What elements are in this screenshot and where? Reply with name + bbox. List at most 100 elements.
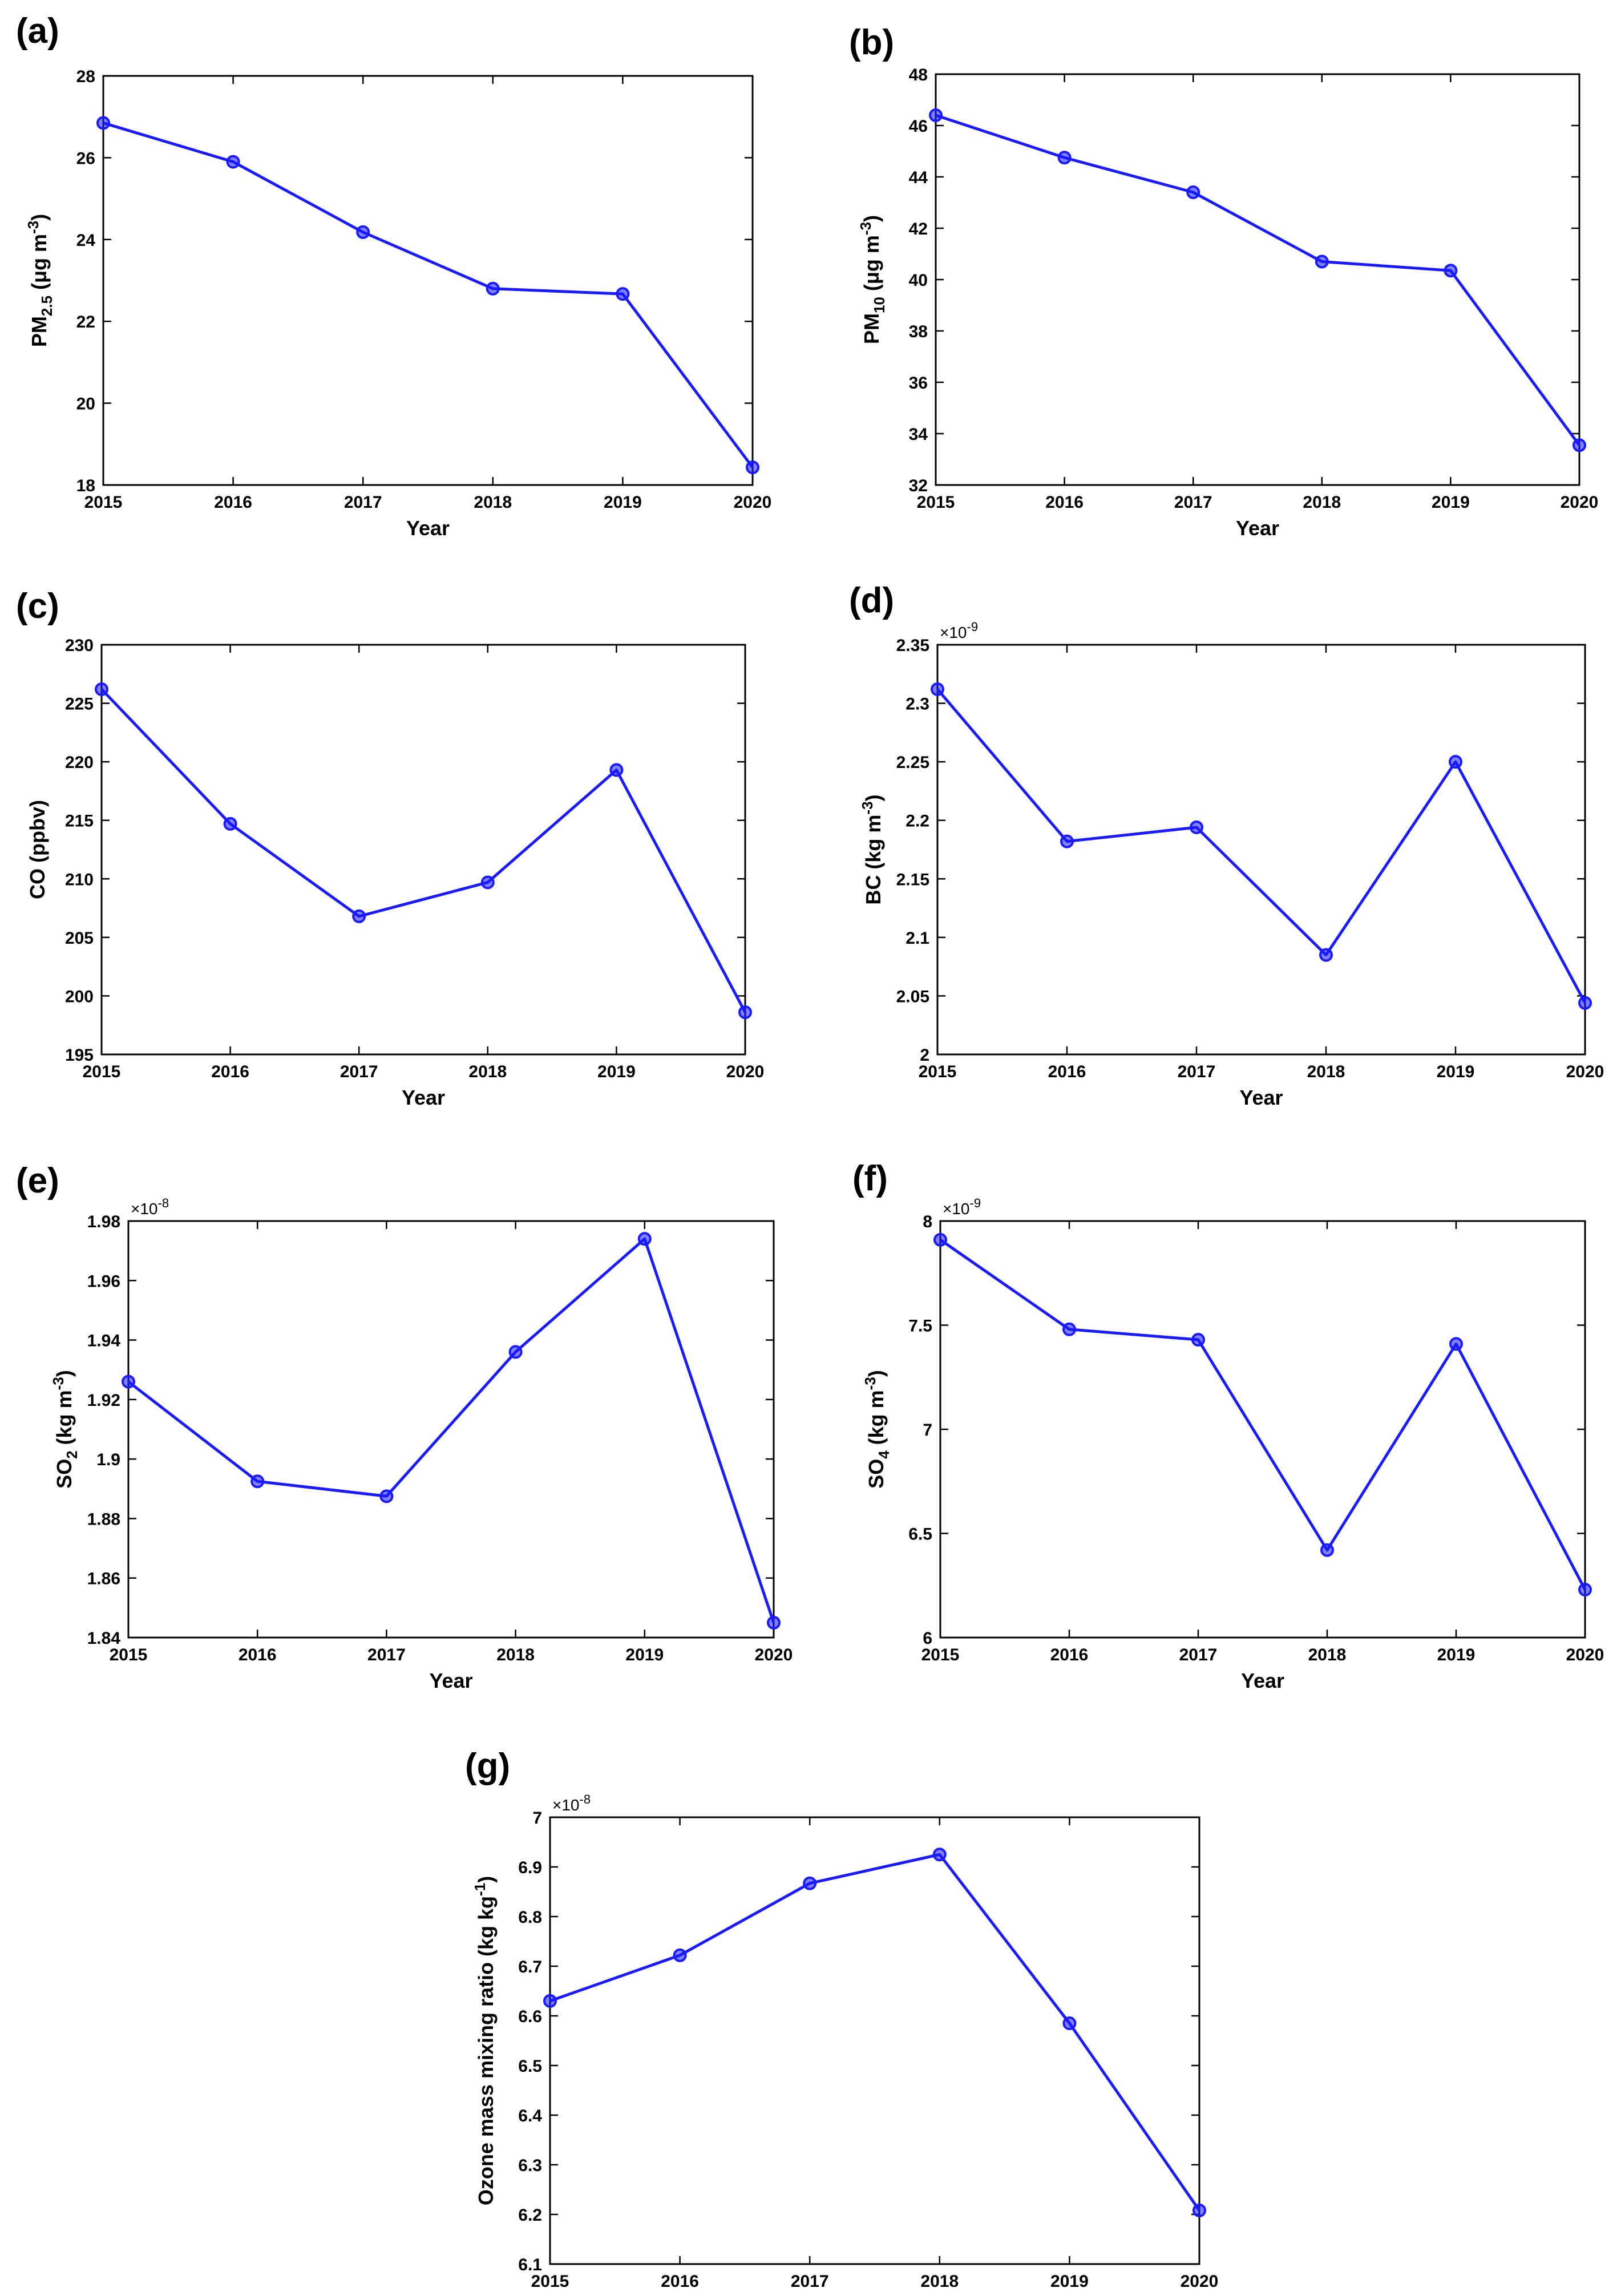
x-axis-title: Year bbox=[429, 1669, 472, 1692]
panel-label: (b) bbox=[849, 23, 894, 62]
data-point bbox=[1057, 151, 1072, 165]
y-tick-label: 6.2 bbox=[518, 2206, 542, 2225]
data-point bbox=[1578, 996, 1592, 1010]
x-tick-label: 2017 bbox=[1179, 1646, 1218, 1664]
y-axis-title: PM10 (μg m-3) bbox=[857, 215, 888, 344]
series-line bbox=[127, 1237, 775, 1623]
y-tick-label: 6.6 bbox=[518, 2007, 542, 2026]
x-tick-label: 2016 bbox=[1050, 1646, 1089, 1664]
x-axis-title: Year bbox=[1236, 516, 1279, 540]
panel-label: (g) bbox=[465, 1747, 510, 1786]
y-tick-label: 2.1 bbox=[906, 929, 929, 948]
data-point bbox=[486, 281, 500, 296]
y-tick-label: 2.05 bbox=[896, 987, 929, 1006]
y-tick-label: 2 bbox=[920, 1046, 929, 1065]
data-point bbox=[1192, 2204, 1206, 2218]
axis-exponent: ×10-8 bbox=[552, 1792, 591, 1814]
data-point bbox=[929, 108, 943, 122]
data-point bbox=[746, 460, 759, 475]
y-tick-label: 205 bbox=[65, 929, 94, 948]
plot-frame bbox=[939, 1220, 1586, 1639]
panel-label: (a) bbox=[16, 11, 59, 51]
data-point bbox=[1444, 264, 1458, 278]
y-tick-label: 32 bbox=[909, 476, 928, 495]
chart-panel-f: (f) 2015 2016 2017 2018 2019 2020 6 6.5 7 7.5 8 ×10-… bbox=[852, 1159, 1604, 1692]
data-point bbox=[1449, 755, 1462, 769]
y-axis-title: PM2.5 (μg m-3) bbox=[25, 214, 55, 347]
y-tick-label: 6.5 bbox=[518, 2057, 542, 2076]
y-tick-label: 6.4 bbox=[518, 2107, 542, 2125]
data-point bbox=[1573, 438, 1586, 452]
data-point bbox=[931, 682, 944, 696]
data-point bbox=[1319, 948, 1333, 962]
plot-frame bbox=[936, 644, 1586, 1056]
data-point bbox=[933, 1232, 947, 1247]
y-tick-label: 1.92 bbox=[87, 1391, 120, 1410]
y-tick-label: 42 bbox=[909, 220, 928, 239]
data-point bbox=[1315, 254, 1329, 269]
y-axis-title: BC (kg m-3) bbox=[859, 794, 885, 904]
y-tick-label: 44 bbox=[909, 168, 928, 187]
y-tick-label: 28 bbox=[76, 67, 95, 86]
data-point bbox=[95, 682, 108, 696]
y-tick-label: 1.86 bbox=[87, 1570, 120, 1588]
x-tick-label: 2017 bbox=[344, 493, 382, 512]
y-tick-label: 210 bbox=[65, 870, 94, 889]
data-point bbox=[379, 1489, 394, 1503]
y-tick-label: 6 bbox=[923, 1629, 932, 1648]
x-tick-label: 2016 bbox=[1045, 493, 1084, 512]
x-tick-label: 2020 bbox=[734, 493, 772, 512]
x-tick-label: 2017 bbox=[1178, 1062, 1216, 1081]
series-line bbox=[100, 688, 747, 1013]
data-point bbox=[803, 1876, 817, 1890]
chart-panel-a: (a) 2015 2016 2017 2018 2019 2020 18 20 22 24 26 28 Y… bbox=[16, 11, 771, 540]
data-point bbox=[616, 287, 630, 301]
plot-frame bbox=[549, 1816, 1200, 2265]
data-point bbox=[1449, 1337, 1463, 1351]
axis-exponent: ×10-9 bbox=[940, 620, 978, 641]
y-tick-label: 7 bbox=[532, 1809, 542, 1828]
x-tick-label: 2015 bbox=[110, 1646, 148, 1664]
data-point bbox=[226, 155, 240, 169]
y-tick-label: 6.8 bbox=[518, 1908, 542, 1927]
y-tick-label: 7.5 bbox=[908, 1317, 932, 1336]
series-line bbox=[936, 688, 1587, 1004]
data-point bbox=[356, 225, 370, 239]
x-tick-label: 2015 bbox=[84, 493, 123, 512]
data-point bbox=[1578, 1583, 1592, 1597]
y-tick-label: 6.9 bbox=[518, 1858, 542, 1877]
x-tick-label: 2020 bbox=[1561, 493, 1599, 512]
data-point bbox=[508, 1345, 523, 1359]
x-tick-label: 2015 bbox=[531, 2272, 569, 2291]
panel-label: (f) bbox=[852, 1159, 888, 1198]
y-tick-label: 1.96 bbox=[87, 1272, 120, 1291]
data-point bbox=[96, 116, 110, 130]
data-point bbox=[223, 816, 237, 831]
x-axis-title: Year bbox=[402, 1086, 445, 1109]
y-tick-label: 2.15 bbox=[896, 870, 929, 889]
chart-panel-b: (b) 2015 2016 2017 2018 2019 2020 32 34 36 38 40 42 4… bbox=[849, 23, 1598, 540]
y-tick-label: 24 bbox=[76, 231, 96, 250]
data-point bbox=[1186, 185, 1200, 199]
y-tick-label: 2.2 bbox=[906, 812, 929, 831]
series-line bbox=[103, 122, 754, 468]
y-tick-label: 48 bbox=[909, 66, 928, 84]
plot-frame bbox=[100, 644, 746, 1056]
data-point bbox=[1190, 820, 1203, 835]
data-point bbox=[609, 763, 624, 777]
x-tick-label: 2019 bbox=[625, 1646, 664, 1664]
x-tick-label: 2020 bbox=[755, 1646, 793, 1664]
y-tick-label: 225 bbox=[65, 695, 94, 714]
x-tick-label: 2020 bbox=[1566, 1062, 1604, 1081]
x-tick-label: 2015 bbox=[83, 1062, 121, 1081]
plot-frame bbox=[127, 1220, 775, 1639]
y-tick-label: 6.7 bbox=[518, 1958, 542, 1976]
x-tick-label: 2017 bbox=[340, 1062, 378, 1081]
x-tick-label: 2018 bbox=[474, 493, 512, 512]
x-tick-label: 2016 bbox=[211, 1062, 249, 1081]
x-tick-label: 2019 bbox=[604, 493, 642, 512]
data-point bbox=[1062, 1322, 1076, 1336]
x-tick-label: 2017 bbox=[791, 2272, 829, 2291]
chart-panel-d: (d) 2015 2016 2017 2018 2019 2020 2 2.05 2.1 2.15 2… bbox=[849, 581, 1604, 1109]
y-tick-label: 1.9 bbox=[96, 1450, 120, 1469]
